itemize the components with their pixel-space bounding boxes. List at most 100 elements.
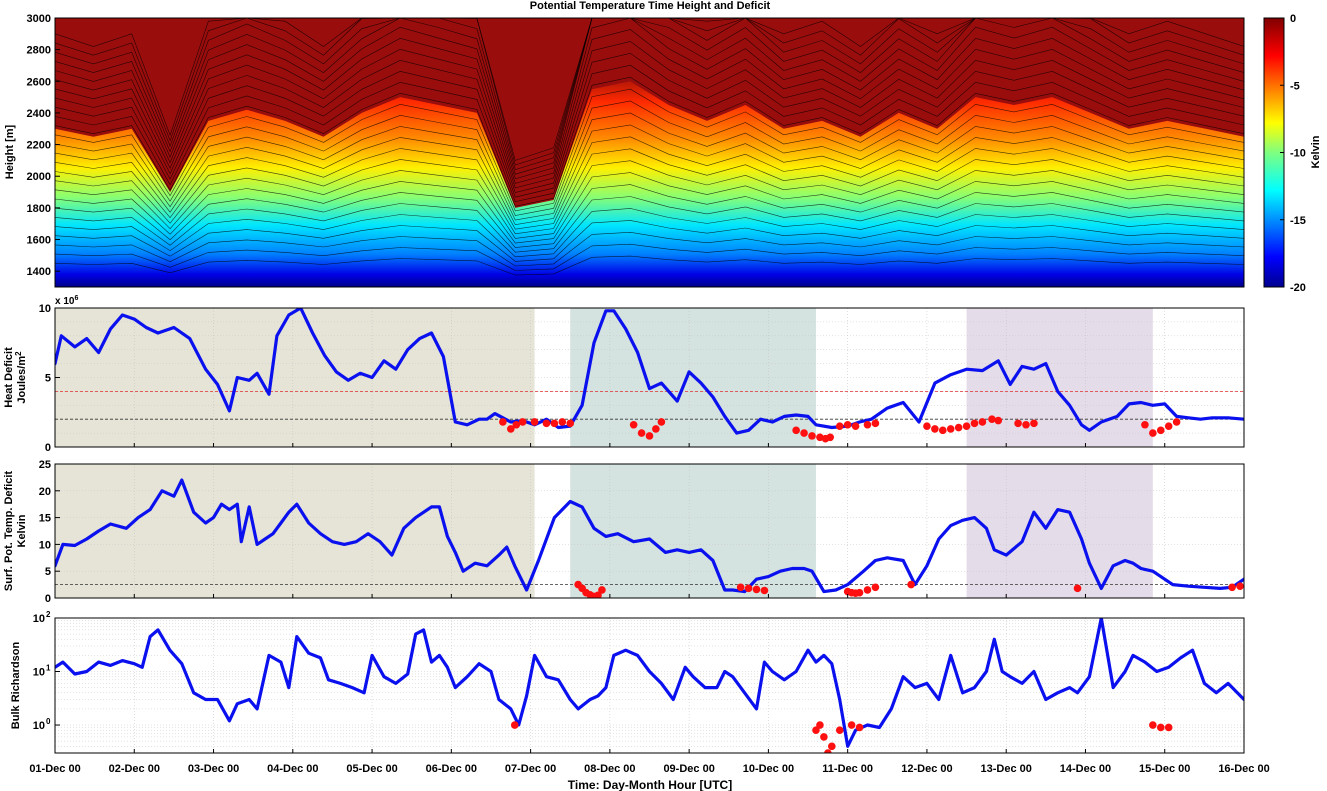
data-point-marker: [1172, 418, 1181, 426]
data-point-marker: [1014, 419, 1022, 428]
y-axis-exponent: x 106: [55, 295, 78, 307]
data-point-marker: [962, 422, 971, 430]
data-point-marker: [598, 586, 606, 594]
y-axis-label: Heat Deficit: [3, 347, 15, 408]
data-point-marker: [1156, 723, 1165, 732]
heatmap-frame: [54, 17, 1245, 288]
contour-line: [55, 231, 1244, 267]
y-tick-label: 0: [45, 442, 51, 454]
contour-line: [55, 18, 1244, 161]
x-tick-label: 01-Dec 00: [29, 763, 80, 775]
contour-line: [55, 18, 1244, 175]
colorbar-tick-label: 0: [1290, 13, 1296, 25]
data-point-marker: [1073, 584, 1082, 593]
data-point-marker: [652, 425, 660, 433]
contour-line: [55, 76, 1244, 207]
data-point-marker: [736, 583, 745, 592]
data-point-marker: [824, 749, 832, 753]
x-tick-label: 09-Dec 00: [663, 763, 714, 775]
contour-line: [55, 172, 1244, 244]
contour-line: [55, 196, 1244, 253]
contour-line: [55, 124, 1244, 226]
heatmap-deficit-field: [55, 81, 1244, 287]
x-tick-label: 04-Dec 00: [267, 763, 318, 775]
contour-line: [55, 52, 1244, 198]
colorbar-ticks: 0 -5 -10 -15 -20: [1280, 13, 1306, 294]
x-tick-label: 13-Dec 00: [981, 763, 1032, 775]
x-axis-title: Time: Day-Month Hour [UTC]: [568, 778, 732, 791]
data-point-marker: [506, 425, 515, 433]
panel-frame: [54, 617, 1245, 754]
contour-line: [55, 100, 1244, 216]
data-point-marker: [907, 580, 915, 589]
contour-line: [55, 18, 1244, 184]
y-axis-unit-label: Kelvin: [16, 514, 28, 547]
data-point-marker: [792, 426, 800, 435]
data-point-marker: [1141, 420, 1149, 429]
data-point-marker: [835, 726, 844, 735]
data-point-marker: [923, 422, 931, 430]
data-point-marker: [855, 588, 864, 597]
x-tick-label: 08-Dec 00: [584, 763, 635, 775]
y-tick-exponent: 2: [46, 610, 51, 619]
contour-line: [55, 41, 1244, 193]
plot-area: [55, 618, 1244, 753]
y-tick-label: 20: [39, 486, 51, 498]
data-point-marker: [820, 733, 828, 741]
colorbar-tick-label: -20: [1290, 282, 1306, 294]
contour-line: [55, 88, 1244, 212]
data-point-marker: [1236, 582, 1244, 591]
y-tick-exponent: 0: [46, 717, 51, 726]
x-tick-label: 05-Dec 00: [346, 763, 397, 775]
contour-line: [55, 148, 1244, 235]
data-point-marker: [826, 433, 835, 442]
data-point-marker: [954, 423, 963, 432]
panel-frame: [54, 463, 1245, 599]
data-point-marker: [816, 721, 824, 729]
data-point-marker: [499, 418, 507, 426]
shaded-period: [55, 464, 535, 598]
data-point-marker: [938, 426, 947, 435]
colorbar-tick-label: -10: [1290, 148, 1306, 160]
data-point-marker: [629, 420, 638, 429]
data-point-marker: [1156, 426, 1165, 435]
y-tick-label: 1800: [27, 203, 51, 215]
data-point-marker: [843, 420, 852, 429]
data-point-marker: [744, 584, 753, 593]
data-point-marker: [510, 721, 519, 729]
x-tick-label: 06-Dec 00: [426, 763, 477, 775]
y-tick-label: 2600: [27, 76, 51, 88]
data-point-marker: [946, 425, 955, 433]
shaded-period: [570, 464, 816, 598]
data-point-marker: [1164, 422, 1173, 430]
data-point-marker: [871, 419, 880, 428]
colorbar-tick-label: -15: [1290, 215, 1306, 227]
data-point-marker: [530, 418, 539, 426]
data-point-marker: [518, 418, 527, 426]
data-point-marker: [863, 420, 872, 429]
series-line: [55, 308, 1244, 435]
y-axis-label: Surf. Pot. Temp. Deficit: [3, 471, 15, 592]
contour-line: [55, 184, 1244, 248]
contour-line: [55, 255, 1244, 276]
data-point-marker: [800, 429, 808, 437]
y-tick-label: 2000: [27, 171, 51, 183]
shaded-period: [966, 464, 1153, 598]
heatmap-contours: [55, 18, 1244, 276]
data-point-marker: [847, 721, 856, 729]
contour-line: [55, 243, 1244, 271]
data-point-marker: [637, 429, 646, 437]
y-tick-label: 10: [33, 613, 45, 625]
data-point-marker: [828, 742, 836, 751]
colorbar-label: Kelvin: [1310, 135, 1322, 168]
contour-line: [55, 160, 1244, 239]
surface-pot-temp-deficit-panel: 0 5 10 15 20 25 Surf. Pot. Temp. Deficit Kelvin: [3, 459, 1245, 605]
data-point-marker: [855, 723, 864, 732]
y-tick-label: 5: [45, 373, 51, 385]
y-tick-label: 1400: [27, 266, 51, 278]
series-line: [55, 478, 1244, 594]
data-point-marker: [994, 416, 1003, 425]
data-point-marker: [1149, 429, 1157, 437]
y-tick-label: 1600: [27, 235, 51, 247]
contour-line: [55, 18, 1244, 166]
